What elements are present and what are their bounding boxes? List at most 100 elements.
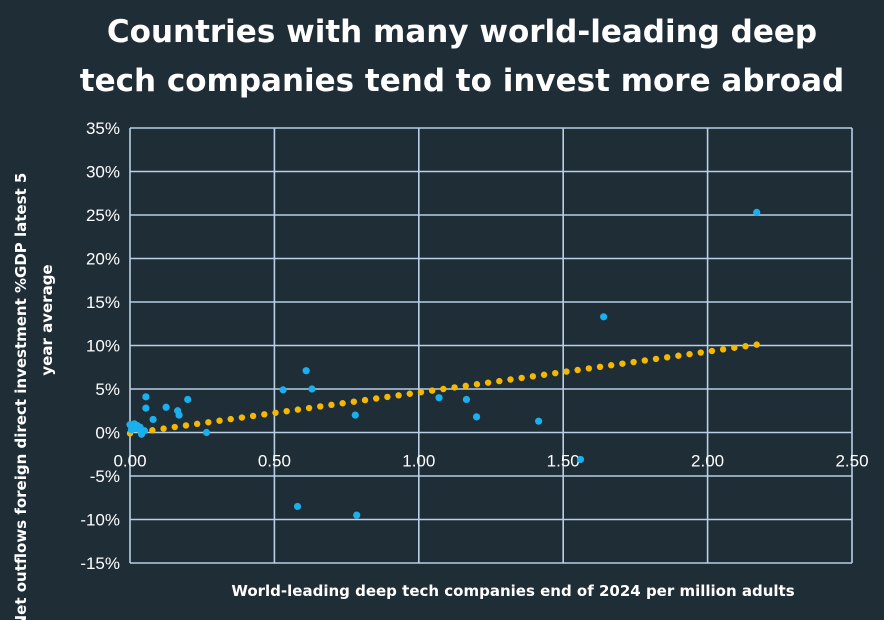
- trendline-dot: [361, 396, 369, 404]
- data-point: [753, 208, 761, 216]
- trendline-dot: [652, 355, 660, 363]
- grid-lines: [129, 127, 853, 564]
- trendline-dot: [663, 354, 671, 361]
- data-points: [126, 208, 761, 519]
- trendline-dot: [261, 411, 268, 418]
- x-axis-label: World-leading deep tech companies end of…: [231, 582, 794, 600]
- y-tick-label: 10%: [86, 337, 120, 356]
- chart-title-line-1: Countries with many world-leading deep: [107, 14, 817, 50]
- chart-title-line-2: tech companies tend to invest more abroa…: [80, 63, 844, 99]
- trendline-dot: [238, 414, 246, 421]
- trendline-dot: [484, 379, 492, 386]
- trendline-dot: [440, 385, 447, 393]
- trendline-dot: [518, 374, 525, 382]
- trendline-dot: [708, 347, 716, 355]
- y-tick-label: 20%: [86, 250, 120, 269]
- trendline-dot: [619, 360, 626, 367]
- data-point: [351, 411, 359, 419]
- data-point: [175, 411, 183, 419]
- data-point: [202, 428, 211, 437]
- trendline-dot: [193, 420, 201, 428]
- trendline-dot: [451, 384, 458, 391]
- data-point: [462, 395, 471, 404]
- x-tick-label: 2.00: [691, 452, 724, 471]
- trendline-dot: [149, 427, 156, 434]
- y-tick-label: -15%: [80, 554, 120, 573]
- data-point: [162, 403, 170, 411]
- data-point: [535, 417, 543, 425]
- y-tick-label: 25%: [86, 206, 120, 225]
- data-point: [184, 395, 192, 404]
- trendline-dot: [552, 369, 559, 377]
- trendline-dot: [216, 417, 223, 424]
- trendline-dot: [384, 393, 391, 401]
- y-tick-label: -5%: [90, 467, 120, 486]
- trendline-dot: [373, 395, 380, 402]
- trendline-dot: [462, 382, 469, 390]
- trendline-dot: [428, 387, 436, 394]
- x-tick-label: 0.00: [113, 452, 146, 471]
- x-axis-ticks: 0.00 0.50 1.00 1.50 2.00 2.50: [113, 452, 868, 471]
- trendline-dot: [697, 349, 704, 356]
- x-tick-label: 0.50: [258, 452, 291, 471]
- trendline-dot: [731, 344, 738, 351]
- y-tick-label: 15%: [86, 293, 120, 312]
- data-point: [302, 367, 310, 375]
- trendline-dot: [753, 341, 760, 348]
- data-point: [576, 455, 585, 464]
- trendline-dot: [686, 350, 693, 358]
- data-point: [472, 413, 481, 421]
- trendline-dot: [227, 415, 234, 423]
- data-point: [142, 393, 150, 401]
- trendline-dot: [328, 401, 335, 409]
- trendline-dot: [563, 368, 570, 375]
- trendline-dot: [283, 407, 290, 415]
- data-point: [142, 404, 150, 412]
- trendline-dot: [585, 365, 593, 372]
- trendline-dot: [596, 363, 604, 371]
- trendline-dot: [339, 400, 346, 407]
- data-point: [435, 394, 443, 402]
- trendline-dot: [205, 419, 212, 426]
- trendline-dot: [305, 404, 313, 412]
- trendline-dot: [249, 412, 257, 420]
- y-axis-label-line-1: Net outflows foreign direct investment %…: [12, 173, 30, 620]
- trendline-dot: [317, 403, 324, 410]
- y-tick-label: 35%: [86, 119, 120, 138]
- trendline-dot: [350, 398, 358, 405]
- data-point: [600, 313, 608, 321]
- trendline-dot: [473, 381, 481, 388]
- trendline-dot: [395, 392, 402, 399]
- data-point: [279, 386, 287, 394]
- trendline-dot: [540, 371, 548, 378]
- trendline-dot: [417, 388, 425, 396]
- x-tick-label: 1.00: [402, 452, 435, 471]
- trendline-dot: [574, 366, 581, 374]
- data-point: [140, 427, 149, 435]
- y-tick-label: 30%: [86, 163, 120, 182]
- data-point: [353, 511, 361, 519]
- y-tick-label: 5%: [95, 380, 120, 399]
- trendline-dot: [608, 362, 615, 369]
- y-axis-ticks: -15% -10% -5% 0% 5% 10% 15% 20% 25% 30% 35%: [80, 119, 120, 573]
- trendline-dot: [182, 422, 190, 429]
- trendline-dot: [272, 409, 279, 416]
- trendline-dot: [406, 390, 413, 397]
- trendline-dot: [719, 346, 727, 353]
- x-tick-label: 2.50: [835, 452, 868, 471]
- y-axis-label-line-2: year average: [38, 264, 56, 375]
- trendline-dot: [641, 357, 648, 364]
- trendline-dot: [742, 343, 749, 350]
- trendline-dot: [160, 425, 167, 432]
- trendline: [126, 341, 760, 437]
- trendline-dot: [675, 352, 682, 359]
- y-tick-label: -10%: [80, 511, 120, 530]
- data-point: [308, 385, 316, 393]
- trendline-dot: [529, 373, 537, 380]
- trendline-dot: [171, 423, 178, 431]
- data-point: [149, 415, 157, 424]
- trendline-dot: [294, 406, 302, 413]
- y-tick-label: 0%: [95, 424, 120, 443]
- trendline-dot: [507, 376, 514, 383]
